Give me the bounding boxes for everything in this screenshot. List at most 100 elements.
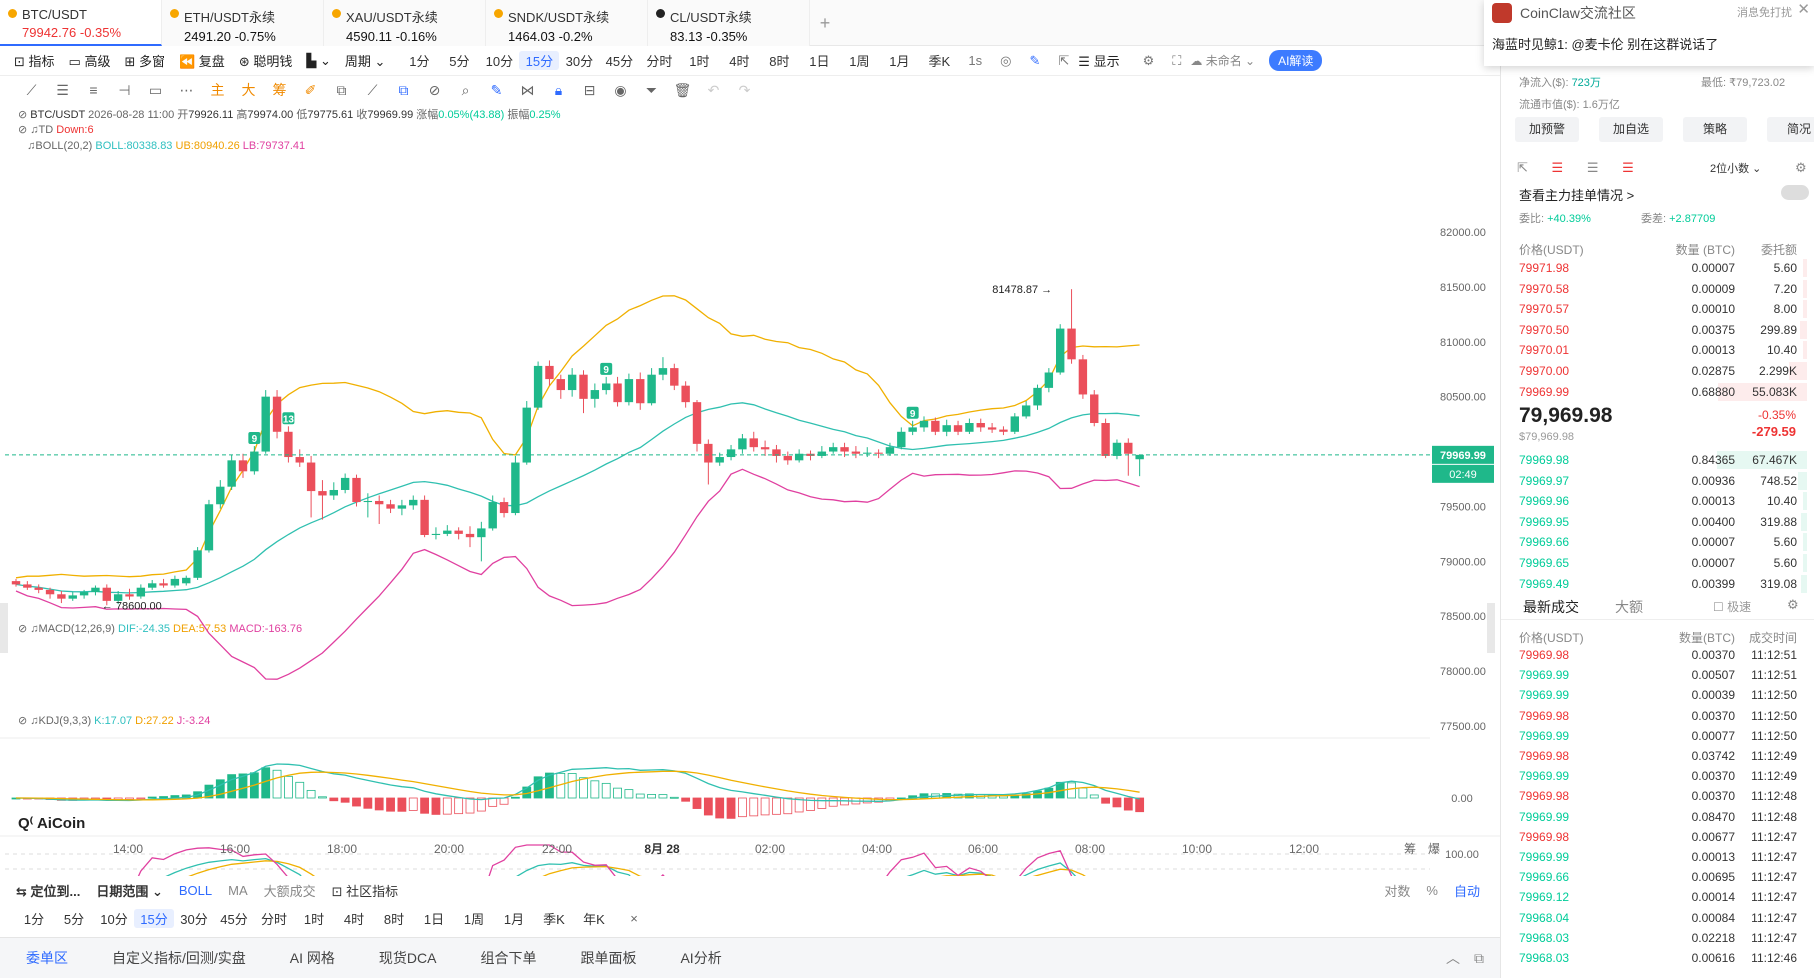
date-range-dropdown[interactable]: 日期范围 ⌄: [96, 883, 163, 899]
symbol-tab[interactable]: CL/USDT永续 83.13 -0.35%: [648, 0, 810, 46]
bottom-period-option[interactable]: 45分: [220, 911, 248, 927]
bottom-tab[interactable]: AI 网格: [289, 950, 335, 966]
indicators-button[interactable]: ⊡ 指标: [14, 54, 55, 69]
bottom-period-option[interactable]: 1分: [23, 911, 45, 927]
period-option[interactable]: 季K: [928, 54, 951, 69]
multi-window-button[interactable]: ⊞ 多窗: [124, 54, 165, 69]
bottom-period-option[interactable]: 分时: [260, 911, 287, 927]
rect-tool-icon[interactable]: ▭: [148, 81, 163, 98]
asks-view-icon[interactable]: ☰: [1622, 160, 1634, 175]
ai-interpret-button[interactable]: AI解读: [1269, 50, 1323, 71]
bottom-period-option[interactable]: 1时: [303, 911, 325, 927]
link-tool-icon[interactable]: ⊘: [428, 81, 441, 98]
percent-scale-toggle[interactable]: %: [1426, 882, 1438, 898]
period-option[interactable]: 1日: [809, 54, 830, 69]
bottom-tab[interactable]: 委单区: [26, 950, 68, 966]
decimals-dropdown[interactable]: 2位小数 ⌄: [1710, 163, 1762, 175]
period-option[interactable]: 8时: [769, 54, 790, 69]
symbol-tab[interactable]: ETH/USDT永续 2491.20 -0.75%: [162, 0, 324, 46]
period-option[interactable]: 45分: [605, 54, 634, 69]
draw-mode-icon[interactable]: ✎: [490, 81, 503, 98]
side-action-button[interactable]: 策略: [1683, 117, 1747, 142]
bottom-tab[interactable]: 跟单面板: [580, 950, 637, 966]
camera-icon[interactable]: ◎: [1000, 52, 1012, 68]
orderbook-row[interactable]: 79969.66 0.00007 5.60: [1501, 532, 1814, 552]
orderbook-row[interactable]: 79970.57 0.00010 8.00: [1501, 299, 1814, 319]
bottom-period-option[interactable]: 季K: [543, 911, 565, 927]
right-scroll-handle[interactable]: [1487, 603, 1495, 653]
orderbook-row[interactable]: 79970.01 0.00013 10.40: [1501, 340, 1814, 360]
big-order-tool[interactable]: 大: [241, 82, 256, 98]
orderbook-row[interactable]: 79969.98 0.84365 67.467K: [1501, 450, 1814, 470]
lock-tool-icon[interactable]: 🔒︎: [554, 81, 563, 98]
smart-money-button[interactable]: ⊛ 聪明钱: [238, 54, 293, 69]
replay-button[interactable]: ⏪ 复盘: [178, 54, 225, 69]
boll-toggle[interactable]: BOLL: [178, 882, 213, 898]
bottom-period-option[interactable]: 30分: [180, 911, 208, 927]
ray-tool-icon[interactable]: ⊣: [118, 81, 131, 98]
ruler-tool-icon[interactable]: ⧉: [398, 81, 409, 98]
bottom-period-option[interactable]: 8时: [383, 911, 405, 927]
side-action-button[interactable]: 简况: [1767, 117, 1814, 142]
hline-tool-icon[interactable]: ☰: [56, 81, 69, 98]
measure-tool-icon[interactable]: ⟋: [367, 81, 378, 98]
liquidation-button[interactable]: 爆: [1428, 842, 1440, 856]
chips-button[interactable]: 筹: [1404, 842, 1416, 856]
layout-dropdown[interactable]: ☁ 未命名 ⌄: [1190, 54, 1256, 68]
mute-button[interactable]: 消息免打扰: [1737, 7, 1792, 19]
side-action-button[interactable]: 加自选: [1599, 117, 1663, 142]
magnet-tool-icon[interactable]: ⋈: [520, 81, 535, 98]
line-tool-icon[interactable]: ⟋: [26, 81, 37, 98]
main-force-tool[interactable]: 主: [210, 82, 225, 98]
period-option[interactable]: 5分: [449, 54, 470, 69]
bottom-period-option[interactable]: 5分: [63, 911, 85, 927]
side-action-button[interactable]: 加预警: [1515, 117, 1579, 142]
symbol-tab[interactable]: BTC/USDT 79942.76 -0.35%: [0, 0, 162, 46]
community-indicator-button[interactable]: ⊡ 社区指标: [331, 883, 399, 899]
close-icon[interactable]: ✕: [1797, 1, 1810, 18]
tab-big-trades[interactable]: 大额: [1615, 599, 1643, 615]
period-option[interactable]: 30分: [565, 54, 594, 69]
bottom-period-option[interactable]: 15分: [134, 908, 174, 928]
orderbook-row[interactable]: 79969.65 0.00007 5.60: [1501, 553, 1814, 573]
period-option[interactable]: 1周: [849, 54, 870, 69]
period-dropdown[interactable]: 周期 ⌄: [344, 54, 386, 69]
settings-icon[interactable]: ⚙: [1795, 160, 1807, 175]
bottom-tab[interactable]: AI分析: [680, 950, 722, 966]
candlestick-chart[interactable]: 82000.0081500.0081000.0080500.0080000.00…: [0, 104, 1500, 876]
orderbook-row[interactable]: 79969.97 0.00936 748.52: [1501, 471, 1814, 491]
trash-tool-icon[interactable]: 🗑︎: [673, 81, 692, 98]
chips-tool[interactable]: 筹: [272, 82, 287, 98]
orderbook-row[interactable]: 79970.00 0.02875 2.299K: [1501, 361, 1814, 381]
symbol-tab[interactable]: XAU/USDT永续 4590.11 -0.16%: [324, 0, 486, 46]
period-option[interactable]: 1分: [409, 54, 430, 69]
hide-tool-icon[interactable]: ⊟: [583, 81, 596, 98]
orderbook-row[interactable]: 79969.99 0.68880 55.083K: [1501, 382, 1814, 402]
bottom-period-option[interactable]: 1周: [463, 911, 485, 927]
channel-tool-icon[interactable]: ≡: [89, 82, 98, 98]
bottom-tab[interactable]: 组合下单: [480, 950, 537, 966]
orderbook-row[interactable]: 79969.49 0.00399 319.08: [1501, 574, 1814, 594]
collapse-icon[interactable]: ︿: [1446, 950, 1460, 966]
undo-icon[interactable]: ↶: [707, 81, 720, 98]
close-periods-icon[interactable]: ×: [630, 910, 638, 926]
depth-link[interactable]: 查看主力挂单情况 >: [1519, 185, 1809, 204]
ma-toggle[interactable]: MA: [228, 882, 248, 898]
orderbook-row[interactable]: 79969.96 0.00013 10.40: [1501, 491, 1814, 511]
orderbook-row[interactable]: 79971.98 0.00007 5.60: [1501, 258, 1814, 278]
tab-latest-trades[interactable]: 最新成交: [1523, 599, 1579, 615]
period-option[interactable]: 分时: [646, 54, 673, 69]
bottom-period-option[interactable]: 年K: [583, 911, 605, 927]
bottom-tab[interactable]: 现货DCA: [378, 950, 437, 966]
period-option[interactable]: 1月: [889, 54, 910, 69]
auto-scale-toggle[interactable]: 自动: [1453, 883, 1480, 899]
trades-settings-icon[interactable]: ⚙: [1787, 597, 1799, 612]
expand-icon[interactable]: ⇱: [1517, 160, 1528, 175]
pen-icon[interactable]: ✎: [1029, 52, 1041, 68]
settings-icon[interactable]: ⚙: [1142, 52, 1155, 68]
symbol-tab[interactable]: SNDK/USDT永续 1464.03 -0.2%: [486, 0, 648, 46]
period-option[interactable]: 1时: [689, 54, 710, 69]
period-option[interactable]: 10分: [485, 54, 514, 69]
notification-popup[interactable]: CoinClaw交流社区 消息免打扰 ✕ 海蓝时见鲸1: @麦卡伦 别在这群说话…: [1484, 0, 1814, 66]
bottom-period-option[interactable]: 1月: [503, 911, 525, 927]
